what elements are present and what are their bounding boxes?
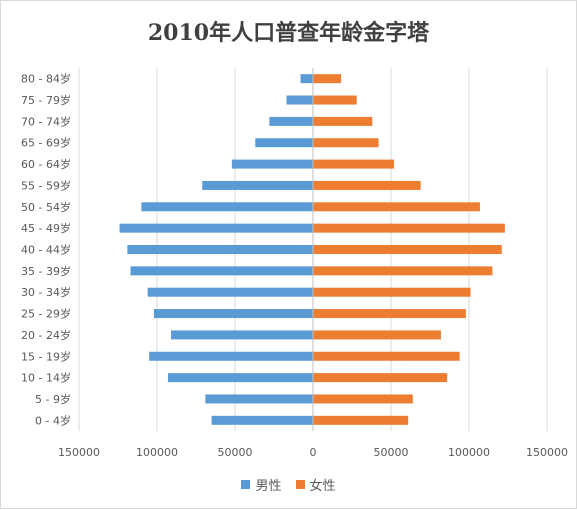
bar-male xyxy=(231,159,313,169)
chart-legend: 男性 女性 xyxy=(1,475,576,494)
bar-female xyxy=(313,266,493,276)
y-category-label: 50 - 54岁 xyxy=(21,200,71,214)
bar-female xyxy=(313,223,505,233)
bar-female xyxy=(313,202,480,212)
x-tick-label: 150000 xyxy=(58,446,100,459)
y-category-label: 10 - 14岁 xyxy=(21,371,71,385)
legend-item-male: 男性 xyxy=(241,475,282,494)
legend-swatch-female xyxy=(295,480,305,489)
y-category-label: 80 - 84岁 xyxy=(21,72,71,86)
bar-male xyxy=(130,266,313,276)
bar-female xyxy=(313,309,466,319)
y-category-label: 0 - 4岁 xyxy=(35,413,71,427)
bar-female xyxy=(313,180,421,190)
x-tick-label: 0 xyxy=(310,446,317,459)
y-category-label: 25 - 29岁 xyxy=(21,307,71,321)
y-category-label: 75 - 79岁 xyxy=(21,93,71,107)
bar-female xyxy=(313,373,448,383)
x-tick-label: 50000 xyxy=(374,446,409,459)
bar-female xyxy=(313,394,413,404)
x-tick-label: 150000 xyxy=(526,446,568,459)
bar-female xyxy=(313,287,471,297)
bar-male xyxy=(286,95,313,105)
bar-female xyxy=(313,415,409,425)
bar-male xyxy=(202,180,313,190)
bar-female xyxy=(313,330,441,340)
bar-male xyxy=(141,202,313,212)
bar-female xyxy=(313,74,342,84)
x-tick-label: 100000 xyxy=(136,446,178,459)
bar-male xyxy=(300,74,313,84)
bar-male xyxy=(119,223,313,233)
y-category-label: 20 - 24岁 xyxy=(21,328,71,342)
bar-female xyxy=(313,245,502,254)
bar-male xyxy=(205,394,313,404)
bar-male xyxy=(255,138,313,148)
y-category-label: 45 - 49岁 xyxy=(21,221,71,235)
y-category-label: 70 - 74岁 xyxy=(21,114,71,128)
legend-item-female: 女性 xyxy=(295,475,336,494)
bar-male xyxy=(171,330,313,340)
bar-female xyxy=(313,159,395,169)
bar-male xyxy=(149,351,313,361)
y-category-label: 30 - 34岁 xyxy=(21,285,71,299)
y-category-label: 15 - 19岁 xyxy=(21,349,71,363)
y-category-label: 55 - 59岁 xyxy=(21,178,71,192)
legend-label-female: 女性 xyxy=(309,479,336,494)
bar-male xyxy=(127,245,313,254)
bar-female xyxy=(313,351,460,361)
y-category-label: 60 - 64岁 xyxy=(21,157,71,171)
bar-female xyxy=(313,116,373,126)
bar-male xyxy=(153,309,313,319)
bar-male xyxy=(147,287,313,297)
legend-swatch-male xyxy=(241,480,251,489)
bar-female xyxy=(313,95,357,105)
y-category-label: 40 - 44岁 xyxy=(21,243,71,257)
bar-male xyxy=(211,415,313,425)
y-category-label: 65 - 69岁 xyxy=(21,136,71,150)
chart-title: 2010年人口普查年龄金字塔 xyxy=(147,20,430,46)
legend-label-male: 男性 xyxy=(255,479,282,494)
bar-male xyxy=(269,116,313,126)
x-tick-label: 100000 xyxy=(448,446,490,459)
bar-female xyxy=(313,138,379,148)
y-category-label: 35 - 39岁 xyxy=(21,264,71,278)
x-tick-label: 50000 xyxy=(218,446,253,459)
bar-male xyxy=(167,373,313,383)
y-category-label: 5 - 9岁 xyxy=(35,392,71,406)
